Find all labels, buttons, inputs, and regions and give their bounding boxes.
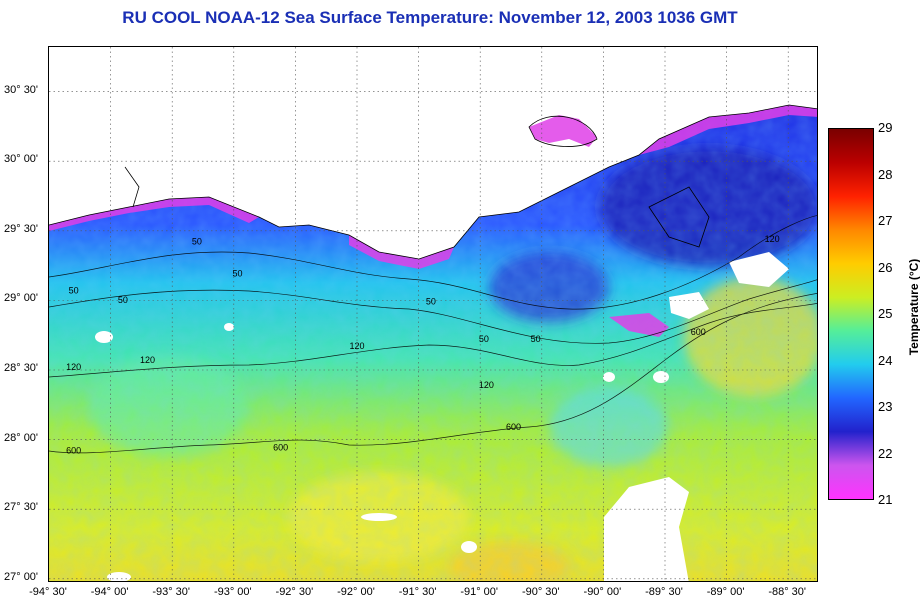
isobath-label: 600 xyxy=(273,443,288,453)
longitude-label: -93° 00' xyxy=(213,586,252,598)
colorbar-tick-label: 25 xyxy=(878,306,893,321)
latitude-label: 27° 30' xyxy=(4,501,39,514)
longitude-label: -90° 00' xyxy=(583,586,622,598)
isobath-label: 50 xyxy=(426,297,436,307)
isobath-label: 50 xyxy=(192,237,202,247)
longitude-label: -88° 30' xyxy=(768,586,807,598)
latitude-label: 28° 30' xyxy=(4,361,39,374)
isobath-label: 600 xyxy=(66,446,81,456)
colorbar-tick-label: 22 xyxy=(878,445,893,461)
temperature-colorbar xyxy=(828,128,874,500)
isobath-label: 120 xyxy=(66,362,81,372)
longitude-label: -90° 30' xyxy=(521,586,560,598)
graticule xyxy=(49,47,817,581)
longitude-label: -91° 30' xyxy=(398,586,437,598)
isobath-label: 120 xyxy=(349,341,364,351)
land-mask xyxy=(49,47,817,259)
colorbar-tick-label: 21 xyxy=(878,492,893,507)
isobath-contours xyxy=(49,215,817,454)
colorbar-title: Temperature (°C) xyxy=(907,258,920,356)
colorbar-tick-label: 28 xyxy=(878,166,893,182)
longitude-label: -91° 00' xyxy=(460,586,499,598)
coastline xyxy=(49,104,817,260)
isobath-label: 50 xyxy=(118,295,128,305)
latitude-label: 29° 30' xyxy=(4,222,39,235)
isobath-label: 600 xyxy=(691,327,706,337)
isobath-label: 600 xyxy=(506,422,521,432)
longitude-label: -92° 30' xyxy=(275,586,314,598)
longitude-label: -92° 00' xyxy=(337,586,375,598)
latitude-label: 30° 30' xyxy=(4,83,39,96)
coastal-pink-fringe xyxy=(49,105,817,337)
longitude-label: -94° 30' xyxy=(29,586,67,598)
colorbar-tick-label: 23 xyxy=(878,399,893,414)
latitude-label: 29° 00' xyxy=(4,292,39,305)
latitude-label: 27° 00' xyxy=(4,570,39,583)
isobath-label: 50 xyxy=(232,269,242,279)
colorbar-tick-label: 26 xyxy=(878,259,893,275)
isobath-label: 120 xyxy=(479,380,494,390)
isobath-label: 120 xyxy=(765,234,780,244)
longitude-label: -93° 30' xyxy=(152,586,191,598)
colorbar-tick-label: 24 xyxy=(878,352,893,368)
longitude-label: -89° 30' xyxy=(645,586,683,598)
latitude-label: 30° 00' xyxy=(4,153,39,166)
isobath-label: 50 xyxy=(531,334,541,344)
sst-map[interactable]: 50 50 50 50 50 50 50 120 120 120 120 120 600 600 600 60… xyxy=(49,47,818,582)
colorbar-tick-label: 27 xyxy=(878,213,893,228)
longitude-label: -89° 00' xyxy=(706,586,745,598)
sst-map-panel[interactable]: 50 50 50 50 50 50 50 120 120 120 120 120 600 600 600 60… xyxy=(48,46,818,582)
isobath-label: 50 xyxy=(479,334,489,344)
longitude-label: -94° 00' xyxy=(90,586,129,598)
colorbar-tick-label: 29 xyxy=(878,120,893,135)
map-title: RU COOL NOAA-12 Sea Surface Temperature:… xyxy=(122,8,738,27)
isobath-label: 50 xyxy=(69,285,79,295)
contour-labels: 50 50 50 50 50 50 50 120 120 120 120 120 600 600 600 60… xyxy=(66,234,780,456)
latitude-label: 28° 00' xyxy=(4,431,39,444)
isobath-label: 120 xyxy=(140,355,155,365)
